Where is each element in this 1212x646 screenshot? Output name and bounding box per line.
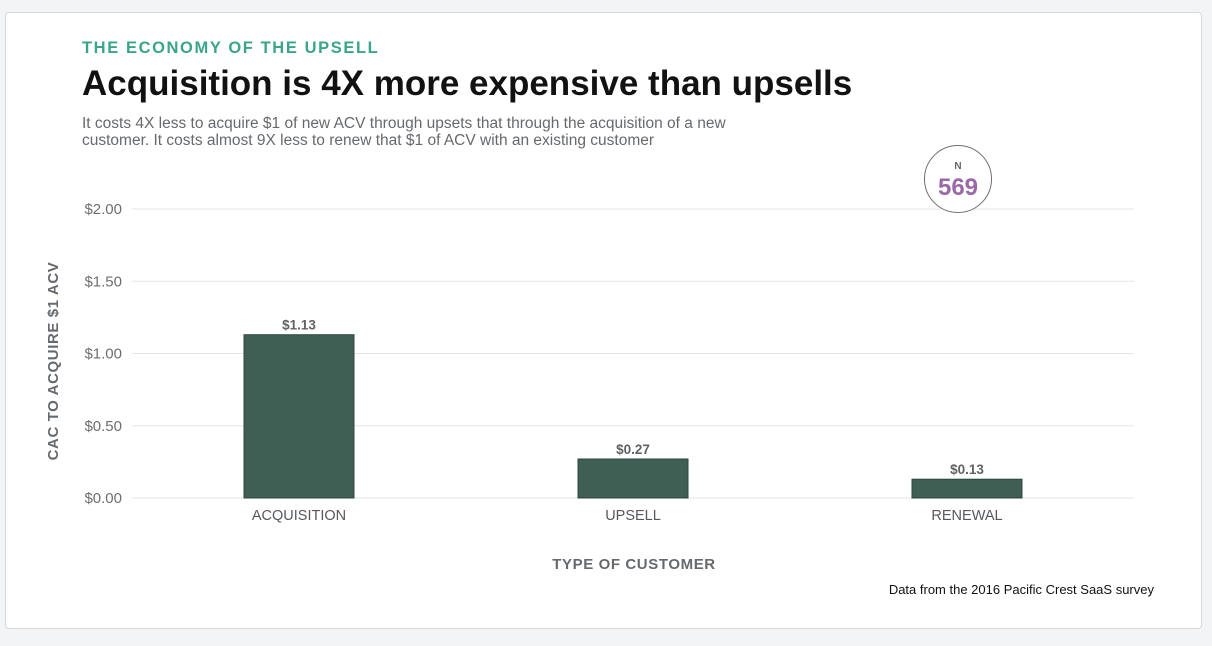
x-tick-label: ACQUISITION [252, 508, 346, 524]
y-tick-label: $1.00 [84, 346, 122, 363]
bar [911, 478, 1023, 499]
y-tick-label: $1.50 [84, 273, 122, 290]
bar [577, 458, 689, 499]
bar-value-label: $1.13 [282, 318, 316, 333]
bar-value-label: $0.13 [950, 462, 984, 477]
y-tick-label: $2.00 [84, 201, 122, 218]
chart-title: Acquisition is 4X more expensive than up… [82, 64, 853, 103]
bar-value-label: $0.27 [616, 442, 650, 457]
y-tick-label: $0.50 [84, 418, 122, 435]
source-note: Data from the 2016 Pacific Crest SaaS su… [888, 582, 1154, 597]
sample-size-badge: N 569 [924, 145, 992, 213]
x-tick-label: RENEWAL [931, 508, 1002, 524]
chart-kicker: THE ECONOMY OF THE UPSELL [82, 39, 380, 57]
sample-size-value: 569 [937, 174, 979, 201]
x-axis-title: TYPE OF CUSTOMER [552, 556, 716, 573]
bar [243, 334, 355, 499]
sample-size-label: N [954, 161, 962, 172]
y-tick-label: $0.00 [84, 490, 122, 507]
y-axis-title: CAC TO ACQUIRE $1 ACV [45, 262, 62, 461]
chart-subtitle: It costs 4X less to acquire $1 of new AC… [82, 115, 726, 149]
x-tick-label: UPSELL [605, 508, 661, 524]
chart-card [5, 12, 1202, 629]
